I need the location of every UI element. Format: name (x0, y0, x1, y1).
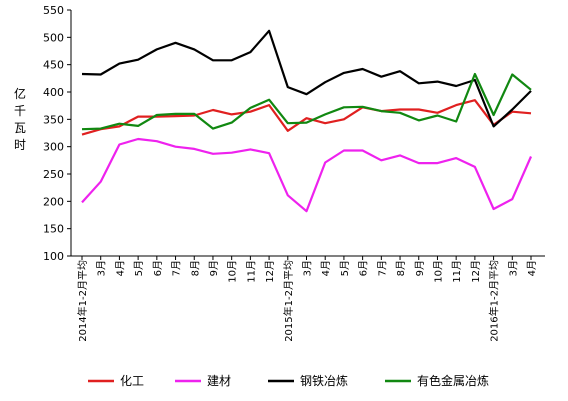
x-tick-label: 4月 (114, 260, 126, 276)
x-tick-label: 11月 (451, 260, 463, 283)
x-tick-label: 12月 (264, 260, 276, 283)
y-tick-label: 500 (43, 31, 64, 44)
x-tick-label: 9月 (414, 260, 426, 276)
y-axis-ticks: 100 150 200 250 300 350 400 450 500 550 (43, 4, 71, 263)
series-line-3 (81, 29, 532, 128)
x-tick-label: 4月 (526, 260, 538, 276)
x-tick-label: 6月 (152, 260, 164, 276)
x-tick-label: 3月 (507, 260, 519, 276)
x-tick-label: 8月 (189, 260, 201, 276)
x-tick-label: 5月 (339, 260, 351, 276)
x-tick-label: 5月 (133, 260, 145, 276)
x-tick-label: 12月 (470, 260, 482, 283)
x-tick-label: 8月 (395, 260, 407, 276)
series-line-4 (81, 72, 532, 131)
legend-label: 有色金属冶炼 (417, 373, 489, 388)
y-axis-label-char: 亿 (14, 86, 26, 101)
y-tick-label: 550 (43, 4, 64, 17)
x-axis-ticks: 2014年1-2月平均 3月 4月 5月 6月 7月 8月 9月 10月 11月 12月 2015年1… (76, 256, 538, 342)
y-tick-label: 300 (43, 141, 64, 154)
x-tick-label: 2016年1-2月平均 (488, 260, 501, 342)
y-tick-label: 350 (43, 113, 64, 126)
series-line-2 (81, 137, 533, 213)
x-tick-label: 9月 (208, 260, 220, 276)
x-tick-label: 6月 (358, 260, 370, 276)
legend-label: 化工 (120, 374, 144, 388)
series-line-1 (81, 99, 532, 136)
x-tick-label: 7月 (376, 260, 388, 276)
legend-label: 建材 (207, 374, 231, 388)
x-tick-label: 3月 (302, 260, 314, 276)
y-tick-label: 250 (43, 168, 64, 181)
y-axis-label-char: 瓦 (14, 121, 26, 135)
x-tick-label: 10月 (227, 260, 239, 283)
x-tick-label: 3月 (96, 260, 108, 276)
x-tick-label: 2014年1-2月平均 (76, 260, 89, 342)
y-axis-label-char: 时 (14, 138, 26, 152)
y-tick-label: 450 (43, 59, 64, 72)
x-tick-label: 2015年1-2月平均 (282, 260, 295, 342)
x-tick-label: 4月 (320, 260, 332, 276)
legend-label: 钢铁冶炼 (300, 373, 348, 388)
y-tick-label: 200 (43, 195, 64, 208)
x-tick-label: 11月 (245, 260, 257, 283)
x-tick-label: 10月 (432, 260, 444, 283)
chart-series (81, 29, 533, 213)
chart-legend: 化工 建材 钢铁冶炼 有色金属冶炼 (88, 373, 489, 388)
x-tick-label: 7月 (171, 260, 183, 276)
y-tick-label: 400 (43, 86, 64, 99)
chart-axes (70, 10, 545, 257)
y-tick-label: 150 (43, 223, 64, 236)
y-axis-label-char: 千 (14, 104, 26, 118)
y-tick-label: 100 (43, 250, 64, 263)
